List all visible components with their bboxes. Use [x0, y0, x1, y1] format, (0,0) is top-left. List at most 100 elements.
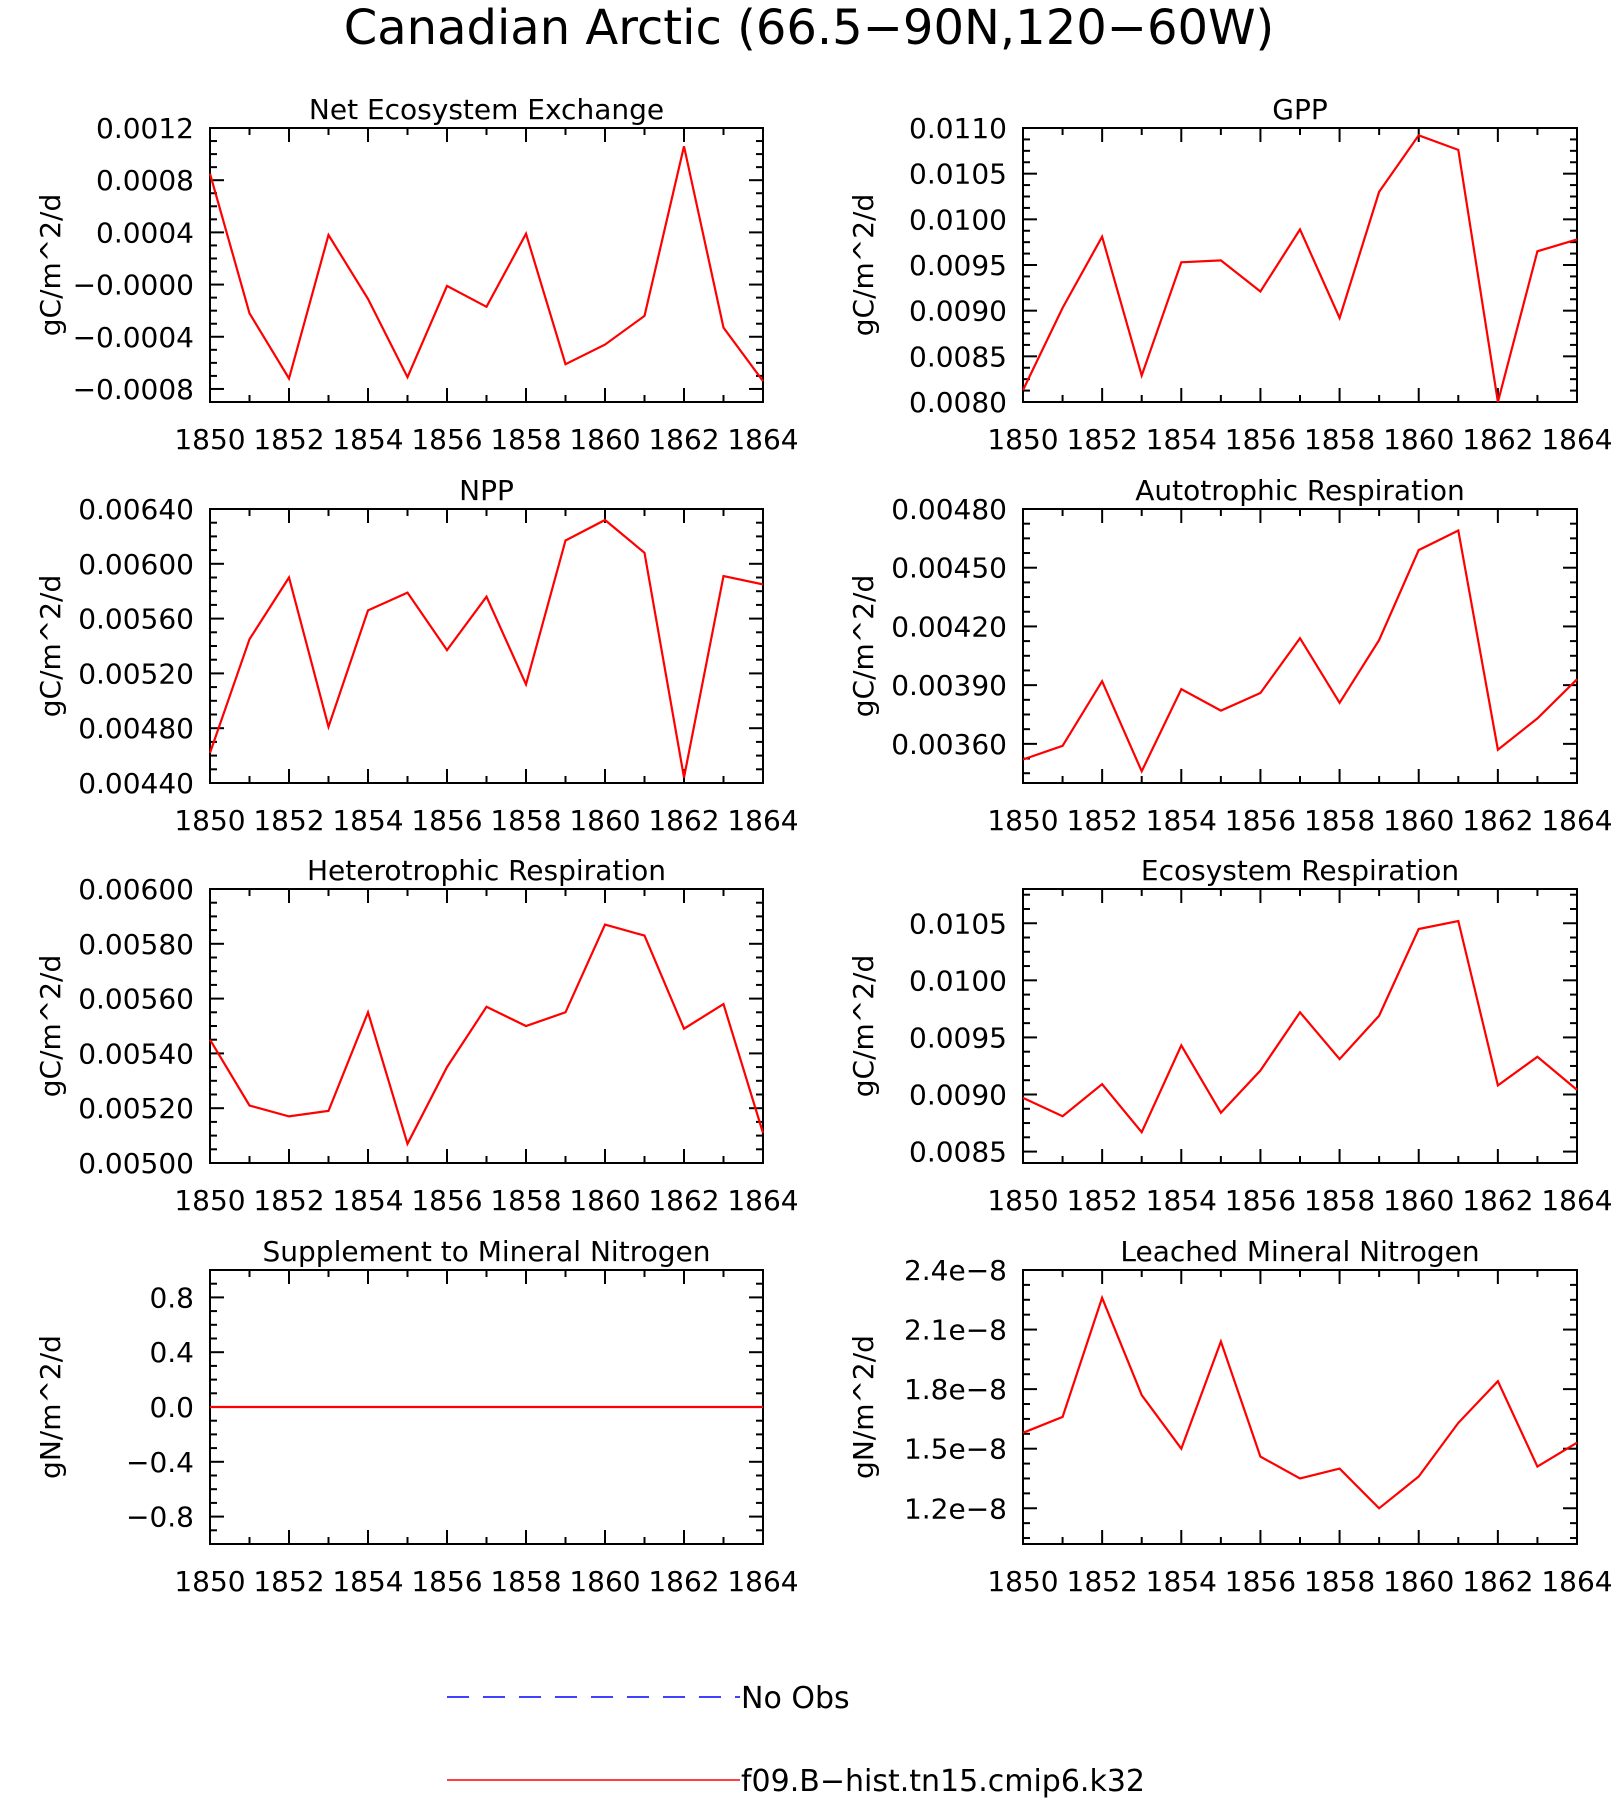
- y-axis-label: gC/m^2/d: [34, 955, 67, 1098]
- chart-panel: Supplement to Mineral Nitrogen gN/m^2/d 18…: [34, 1235, 799, 1598]
- x-tick-label: 1860: [569, 1565, 640, 1598]
- y-tick-label: 0.00560: [78, 603, 194, 636]
- x-tick-label: 1850: [987, 804, 1058, 837]
- x-tick-label: 1856: [411, 1184, 482, 1217]
- panel-title: NPP: [459, 474, 514, 507]
- x-tick-label: 1856: [1225, 804, 1296, 837]
- x-tick-label: 1862: [648, 1565, 719, 1598]
- figure-title: Canadian Arctic (66.5−90N,120−60W): [344, 0, 1275, 56]
- y-tick-label: 1.5e−8: [904, 1433, 1007, 1466]
- y-tick-label: 0.00520: [78, 657, 194, 690]
- panel-title: GPP: [1272, 93, 1327, 126]
- x-tick-label: 1850: [987, 423, 1058, 456]
- panel-title: Net Ecosystem Exchange: [309, 93, 664, 126]
- x-tick-label: 1862: [1462, 1565, 1533, 1598]
- x-tick-label: 1854: [1146, 804, 1217, 837]
- x-tick-label: 1858: [490, 1565, 561, 1598]
- y-tick-label: 0.8: [149, 1281, 194, 1314]
- y-tick-label: 0.0110: [909, 112, 1007, 145]
- x-tick-label: 1858: [1304, 1184, 1375, 1217]
- panel-title: Supplement to Mineral Nitrogen: [263, 1235, 711, 1268]
- x-tick-label: 1854: [1146, 1565, 1217, 1598]
- legend-model-label: f09.B−hist.tn15.cmip6.k32: [741, 1764, 1145, 1798]
- plot-frame: [1022, 508, 1578, 784]
- series-line: [1022, 1294, 1578, 1510]
- x-tick-label: 1862: [1462, 1184, 1533, 1217]
- y-axis-label: gC/m^2/d: [34, 575, 67, 718]
- legend-obs-label: No Obs: [741, 1681, 850, 1716]
- x-tick-label: 1856: [411, 423, 482, 456]
- y-tick-label: −0.0004: [73, 321, 194, 354]
- x-tick-label: 1852: [1067, 1184, 1138, 1217]
- y-tick-label: 0.00640: [78, 493, 194, 526]
- y-tick-label: 0.00390: [891, 669, 1007, 702]
- x-tick-label: 1850: [174, 423, 245, 456]
- panel-title: Heterotrophic Respiration: [307, 854, 666, 887]
- y-tick-label: 0.00520: [78, 1092, 194, 1125]
- x-tick-label: 1852: [253, 1184, 324, 1217]
- chart-panel: GPP gC/m^2/d 1850 1852 1854 1856 1858 1860 1862 1…: [847, 93, 1613, 456]
- plot-frame: [1022, 1269, 1578, 1545]
- y-tick-label: 0.0095: [909, 249, 1007, 282]
- panel-title: Leached Mineral Nitrogen: [1120, 1235, 1479, 1268]
- legend: No Obs f09.B−hist.tn15.cmip6.k32: [447, 1681, 1145, 1798]
- x-tick-label: 1864: [727, 1184, 798, 1217]
- x-tick-label: 1862: [648, 804, 719, 837]
- y-axis-label: gN/m^2/d: [847, 1335, 880, 1479]
- x-tick-label: 1858: [490, 423, 561, 456]
- x-tick-label: 1858: [1304, 1565, 1375, 1598]
- plot-frame: [1022, 127, 1578, 403]
- chart-panel: Leached Mineral Nitrogen gN/m^2/d 1850 1852…: [847, 1235, 1613, 1598]
- series-line: [208, 146, 764, 382]
- x-tick-label: 1864: [727, 423, 798, 456]
- series-line: [208, 518, 764, 778]
- y-tick-label: 2.1e−8: [904, 1314, 1007, 1347]
- x-tick-label: 1856: [1225, 1565, 1296, 1598]
- y-tick-label: −0.4: [126, 1446, 194, 1479]
- y-tick-label: 0.00360: [891, 728, 1007, 761]
- x-tick-label: 1864: [727, 1565, 798, 1598]
- x-tick-label: 1852: [253, 1565, 324, 1598]
- y-tick-label: 0.0: [149, 1391, 194, 1424]
- x-tick-label: 1860: [1383, 423, 1454, 456]
- y-axis-label: gC/m^2/d: [34, 194, 67, 337]
- y-tick-label: −0.0000: [73, 269, 194, 302]
- plot-frame: [209, 508, 764, 784]
- x-tick-label: 1850: [987, 1184, 1058, 1217]
- y-tick-label: 0.0008: [96, 164, 194, 197]
- y-tick-label: 0.00600: [78, 548, 194, 581]
- y-tick-label: 0.00440: [78, 767, 194, 800]
- series-line: [1022, 133, 1578, 403]
- x-tick-label: 1860: [569, 1184, 640, 1217]
- series-line: [209, 923, 765, 1147]
- y-tick-label: 0.0100: [909, 203, 1007, 236]
- chart-panel: NPP gC/m^2/d 1850 1852 1854 1856 1858 1860 1862 1…: [34, 474, 799, 837]
- plot-frame: [1022, 888, 1578, 1164]
- x-tick-label: 1858: [490, 804, 561, 837]
- x-tick-label: 1858: [1304, 423, 1375, 456]
- x-tick-label: 1864: [1541, 804, 1612, 837]
- y-tick-label: 0.00420: [891, 610, 1007, 643]
- y-tick-label: 0.0004: [96, 216, 194, 249]
- y-tick-label: 2.4e−8: [904, 1254, 1007, 1287]
- y-tick-label: 0.0100: [909, 964, 1007, 997]
- x-tick-label: 1850: [174, 1184, 245, 1217]
- y-tick-label: 0.00540: [78, 1037, 194, 1070]
- x-tick-label: 1852: [1067, 423, 1138, 456]
- x-tick-label: 1850: [174, 1565, 245, 1598]
- x-tick-label: 1856: [411, 804, 482, 837]
- panel-title: Ecosystem Respiration: [1141, 854, 1459, 887]
- x-tick-label: 1856: [411, 1565, 482, 1598]
- plot-frame: [209, 888, 764, 1164]
- y-axis-label: gC/m^2/d: [847, 194, 880, 337]
- panel-title: Autotrophic Respiration: [1135, 474, 1464, 507]
- x-tick-label: 1860: [569, 804, 640, 837]
- x-tick-label: 1850: [174, 804, 245, 837]
- x-tick-label: 1854: [332, 423, 403, 456]
- y-tick-label: 0.00560: [78, 983, 194, 1016]
- x-tick-label: 1856: [1225, 423, 1296, 456]
- x-tick-label: 1864: [727, 804, 798, 837]
